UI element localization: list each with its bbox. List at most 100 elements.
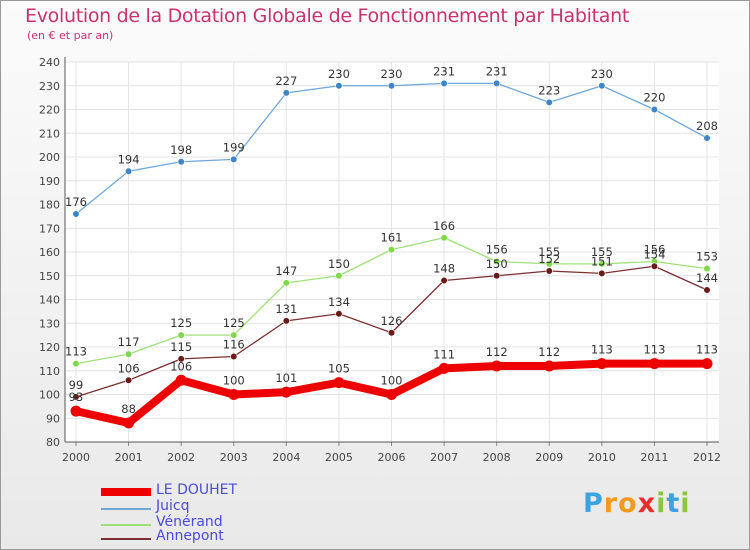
x-tick-label: 2003	[220, 451, 248, 464]
data-point	[177, 355, 185, 363]
data-label: 155	[591, 245, 613, 259]
data-point	[72, 210, 80, 218]
data-label: 223	[538, 83, 560, 97]
data-label: 231	[433, 64, 455, 78]
data-label: 176	[65, 195, 87, 209]
data-label: 113	[591, 343, 613, 357]
data-point	[124, 167, 133, 175]
y-tick-label: 130	[39, 317, 60, 330]
data-label: 230	[328, 67, 350, 81]
x-tick-label: 2006	[378, 451, 406, 464]
data-label: 151	[591, 254, 613, 268]
data-point	[703, 286, 711, 294]
logo-letter: i	[680, 488, 691, 519]
data-label: 161	[381, 231, 403, 245]
data-point	[703, 134, 711, 142]
data-point	[72, 360, 80, 368]
x-tick-label: 2005	[325, 451, 353, 464]
data-point	[282, 89, 290, 97]
data-point	[438, 362, 450, 374]
data-label: 231	[486, 64, 508, 78]
y-tick-label: 160	[39, 246, 60, 259]
data-label: 155	[538, 245, 560, 259]
chart-subtitle: (en € et par an)	[27, 29, 114, 42]
y-tick-label: 100	[39, 389, 60, 402]
data-label: 126	[381, 314, 403, 328]
data-label: 230	[381, 67, 403, 81]
data-label: 112	[538, 345, 560, 359]
data-label: 106	[170, 359, 192, 373]
data-point	[177, 331, 185, 339]
data-point	[598, 269, 606, 277]
data-label: 230	[591, 67, 613, 81]
data-point	[545, 260, 553, 268]
legend-label-juicq: Juicq	[156, 498, 190, 514]
data-label: 93	[69, 390, 84, 404]
legend-swatch-juicq	[101, 508, 151, 510]
data-label: 199	[223, 140, 245, 154]
data-point	[333, 377, 345, 389]
data-point	[598, 260, 606, 268]
data-point	[493, 272, 501, 280]
x-tick-label: 2008	[483, 451, 511, 464]
y-tick-label: 120	[39, 341, 60, 354]
data-label: 113	[696, 343, 718, 357]
data-point	[175, 374, 187, 386]
data-point	[493, 79, 501, 87]
data-label: 148	[433, 262, 455, 276]
data-label: 134	[328, 295, 350, 309]
data-label: 208	[696, 119, 718, 133]
data-point	[282, 279, 290, 287]
data-point	[440, 79, 448, 87]
y-tick-label: 140	[39, 294, 60, 307]
x-tick-label: 2011	[640, 451, 668, 464]
data-point	[440, 276, 448, 285]
data-point	[648, 358, 660, 370]
data-label: 150	[486, 257, 508, 271]
data-label: 105	[328, 362, 350, 376]
data-point	[387, 246, 396, 254]
y-tick-label: 170	[39, 222, 60, 235]
data-label: 154	[643, 247, 665, 261]
data-point	[70, 405, 82, 417]
data-point	[703, 265, 711, 273]
y-tick-label: 230	[39, 80, 60, 93]
data-point	[335, 272, 343, 280]
logo-letter: P	[583, 488, 604, 519]
x-tick-label: 2012	[693, 451, 721, 464]
data-point	[335, 82, 343, 90]
legend-swatch-venerand	[101, 524, 151, 526]
data-label: 156	[643, 243, 665, 257]
y-tick-label: 210	[39, 127, 60, 140]
data-label: 152	[538, 252, 560, 266]
legend-label-venerand: Vénérand	[156, 514, 223, 530]
y-tick-label: 150	[39, 270, 60, 283]
data-label: 100	[223, 374, 245, 388]
data-point	[596, 358, 608, 370]
x-tick-label: 2009	[535, 451, 563, 464]
data-point	[650, 262, 659, 270]
data-point	[230, 352, 238, 361]
legend-label-annepont: Annepont	[156, 528, 224, 544]
x-tick-label: 2004	[272, 451, 300, 464]
data-label: 115	[170, 340, 192, 354]
data-point	[440, 234, 448, 242]
y-tick-label: 200	[39, 151, 60, 164]
y-tick-label: 90	[46, 412, 60, 425]
data-label: 100	[381, 374, 403, 388]
y-tick-label: 110	[39, 365, 60, 378]
legend-swatch-le-douhet	[101, 488, 151, 496]
data-label: 113	[643, 343, 665, 357]
legend-label-le-douhet: LE DOUHET	[156, 482, 238, 498]
data-point	[230, 331, 238, 339]
data-point	[282, 317, 290, 325]
data-point	[543, 360, 555, 372]
data-label: 153	[696, 250, 718, 264]
data-label: 144	[696, 271, 718, 285]
logo-letter: x	[637, 488, 657, 519]
data-label: 150	[328, 257, 350, 271]
logo-letter: t	[666, 488, 681, 519]
data-label: 116	[223, 338, 245, 352]
